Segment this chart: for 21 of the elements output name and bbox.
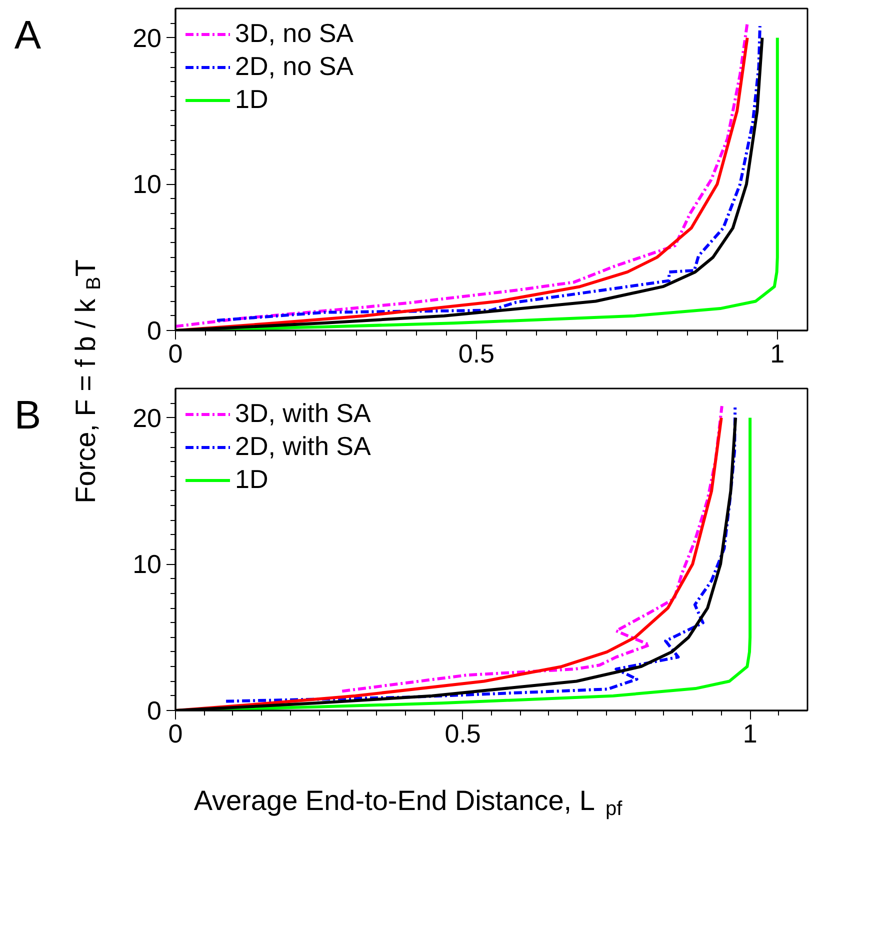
x-tick-label: 1 (770, 338, 785, 368)
legend-label: 3D, no SA (235, 18, 354, 49)
legend-label: 2D, with SA (235, 431, 371, 462)
y-tick-label: 20 (132, 402, 162, 433)
x-tick-label: 1 (742, 718, 758, 748)
x-tick-label: 0.5 (458, 338, 495, 368)
y-axis-title: Force, F = f b / kBT (70, 260, 105, 504)
legend-label: 1D (235, 84, 268, 115)
legend-label: 3D, with SA (235, 398, 371, 429)
text: B (14, 394, 42, 438)
y-tick-label: 0 (147, 696, 162, 726)
legend-label: 2D, no SA (235, 51, 354, 82)
y-tick-label: 0 (147, 316, 162, 346)
y-tick-label: 20 (132, 22, 162, 53)
x-tick-label: 0 (168, 338, 183, 368)
x-tick-label: 0 (168, 718, 183, 748)
legend-label: 1D (235, 464, 268, 495)
y-tick-label: 10 (132, 169, 162, 200)
text: A (14, 14, 42, 58)
x-tick-label: 0.5 (444, 718, 481, 748)
y-tick-label: 10 (132, 549, 162, 580)
